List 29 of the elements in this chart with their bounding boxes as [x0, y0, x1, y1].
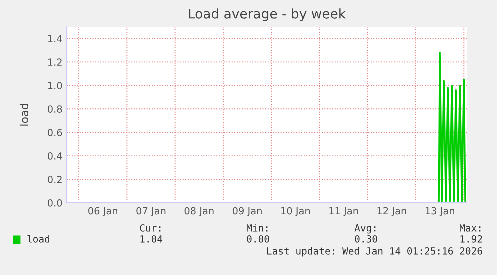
y-tick-label: 1.4 [48, 35, 62, 42]
legend-label: load [28, 235, 50, 243]
y-tick-label: 1.2 [48, 58, 62, 66]
y-tick-label: 0.4 [48, 152, 62, 160]
x-tick-label: 12 Jan [378, 207, 406, 216]
x-tick-label: 08 Jan [184, 207, 214, 216]
x-tick-label: 09 Jan [232, 207, 262, 216]
text: 1.04 [140, 235, 163, 243]
y-tick-label: 0.0 [48, 199, 62, 207]
text: Cur: [140, 224, 161, 232]
chart-title: Load average - by week [189, 8, 346, 22]
y-tick-label: 0.6 [48, 129, 62, 136]
x-tick-label: 10 Jan [282, 207, 310, 216]
y-tick-label: 0.2 [48, 176, 62, 184]
y-tick-label: 1.0 [48, 82, 62, 90]
y-axis-title: load [20, 104, 29, 126]
text: 0.30 [355, 235, 378, 243]
line-series [438, 52, 466, 203]
text: Avg: [354, 224, 376, 234]
y-tick-label: 0.8 [48, 106, 62, 113]
text: Last update: Wed Jan 14 01:25:16 2026 [267, 247, 482, 257]
text: 0.00 [247, 235, 270, 243]
x-tick-label: 13 Jan [426, 207, 454, 216]
x-tick-label: 06 Jan [88, 207, 118, 216]
x-tick-label: 07 Jan [136, 207, 166, 216]
text: 1.92 [460, 235, 482, 243]
x-tick-label: 11 Jan [330, 207, 358, 216]
text: Min: [246, 224, 268, 232]
text: Max: [460, 224, 481, 232]
